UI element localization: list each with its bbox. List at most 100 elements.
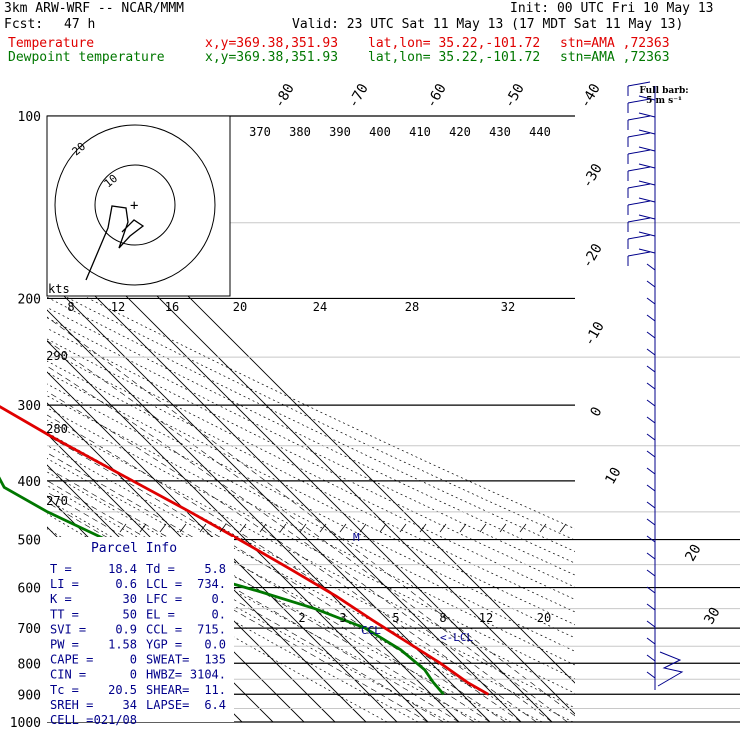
level-tick (479, 523, 487, 533)
parcel-value: 30 (123, 592, 137, 606)
level-tick (519, 523, 527, 533)
wind-barb-flag (627, 166, 651, 172)
wind-barb (646, 671, 656, 679)
mixing-ratio-label: 12 (479, 611, 493, 625)
parcel-value: 0 (130, 653, 137, 667)
wind-barb (638, 129, 656, 135)
level-tick (259, 523, 267, 533)
moist-adiabat (47, 467, 475, 722)
wind-barb (646, 620, 656, 628)
parcel-label: LCL = (146, 577, 182, 591)
isotherm-label: -70 (345, 81, 372, 111)
parcel-label: CAPE = (50, 653, 93, 667)
mixing-ratio-label: 12 (111, 300, 125, 314)
wind-barb (646, 314, 656, 322)
parcel-label: SREH = (50, 698, 93, 712)
isotherm-label: 20 (682, 542, 704, 565)
mixing-ratio-label: 5 (392, 611, 399, 625)
hodograph-ring (94, 164, 176, 246)
theta-label: 440 (529, 125, 551, 139)
parcel-value: 11. (204, 683, 226, 697)
pressure-label: 800 (18, 657, 41, 672)
moist-adiabat (47, 365, 553, 722)
level-tick (199, 523, 207, 533)
wind-barb (646, 501, 656, 509)
hodograph-ring (54, 124, 216, 286)
level-tick (179, 523, 187, 533)
temperature-station: stn=AMA ,72363 (560, 36, 670, 51)
level-tick (119, 523, 127, 533)
dewpoint-profile (0, 476, 445, 696)
level-tick (219, 523, 227, 533)
parcel-info-box: Parcel Info T = 18.4 Td = 5.8 LI = 0.6 LCL = 734… (47, 537, 234, 727)
wind-barb-flag (627, 217, 651, 223)
level-tick (539, 523, 547, 533)
parcel-label: YGP = (146, 638, 182, 652)
parcel-label: LAPSE= (146, 698, 189, 712)
level-tick (299, 523, 307, 533)
parcel-value: 1.58 (108, 638, 137, 652)
wind-barb-flag (627, 183, 651, 189)
isotherm-label: 0 (587, 404, 605, 419)
barb-legend-units: 5 m s⁻¹ (646, 96, 682, 106)
moist-adiabat (47, 491, 444, 722)
forecast-hour: 47 h (64, 17, 96, 32)
theta-label: 410 (409, 125, 431, 139)
parcel-label: K = (50, 592, 72, 606)
level-tick (379, 523, 387, 533)
wind-barb-flag (627, 149, 651, 155)
moist-adiabat (47, 414, 522, 722)
hodograph-units: kts (48, 282, 70, 296)
level-tick (279, 523, 287, 533)
isotherm-label: -30 (579, 161, 606, 191)
wind-barb (646, 365, 656, 373)
isotherm (47, 216, 553, 722)
isotherm-label: -10 (581, 319, 608, 349)
parcel-value: 50 (123, 607, 137, 621)
theta-label: 430 (489, 125, 511, 139)
parcel-value: 5.8 (204, 562, 226, 576)
parcel-value: 20.5 (108, 683, 137, 697)
theta-label: 370 (249, 125, 271, 139)
isotherm-label: -20 (579, 241, 606, 271)
theta-label: 380 (289, 125, 311, 139)
hodograph-box (46, 115, 231, 297)
dewpoint-xy: x,y=369.38,351.93 (205, 50, 339, 65)
isotherm (47, 278, 491, 722)
parcel-label: HWBZ= (146, 668, 182, 682)
wind-barb (646, 654, 656, 662)
parcel-label: LI = (50, 577, 79, 591)
pressure-label: 100 (18, 110, 41, 125)
level-tick (159, 523, 167, 533)
parcel-label: LFC = (146, 592, 182, 606)
parcel-value: 715. (197, 622, 226, 636)
parcel-value: 34 (123, 698, 137, 712)
parcel-value: 0. (212, 592, 226, 606)
parcel-label: CCL = (146, 622, 182, 636)
parcel-label: PW = (50, 638, 79, 652)
wind-barb-flag (627, 81, 651, 87)
pressure-label: 1000 (10, 716, 41, 731)
wind-barb-flag (627, 234, 651, 240)
mixing-ratio-label: 28 (405, 300, 419, 314)
wind-barb-flag (627, 132, 651, 138)
isotherm-label: -40 (577, 81, 604, 111)
hodograph-trace (85, 205, 145, 281)
wind-barb (646, 467, 656, 475)
level-tick (559, 523, 567, 533)
dewpoint-latlon: lat,lon= 35.22,-101.72 (368, 50, 541, 65)
wind-barb (646, 348, 656, 356)
pressure-label: 600 (18, 582, 41, 597)
theta-label: 390 (329, 125, 351, 139)
mixing-ratio-label: 16 (165, 300, 179, 314)
barb-legend-title: Full barb: (639, 86, 688, 96)
parcel-label: T = (50, 562, 72, 576)
parcel-value: 6.4 (204, 698, 226, 712)
level-tick (139, 523, 147, 533)
dry-adiabat-label: 290 (46, 349, 68, 363)
theta-label: 400 (369, 125, 391, 139)
parcel-value: 3104. (190, 668, 226, 682)
wind-barb (646, 433, 656, 441)
